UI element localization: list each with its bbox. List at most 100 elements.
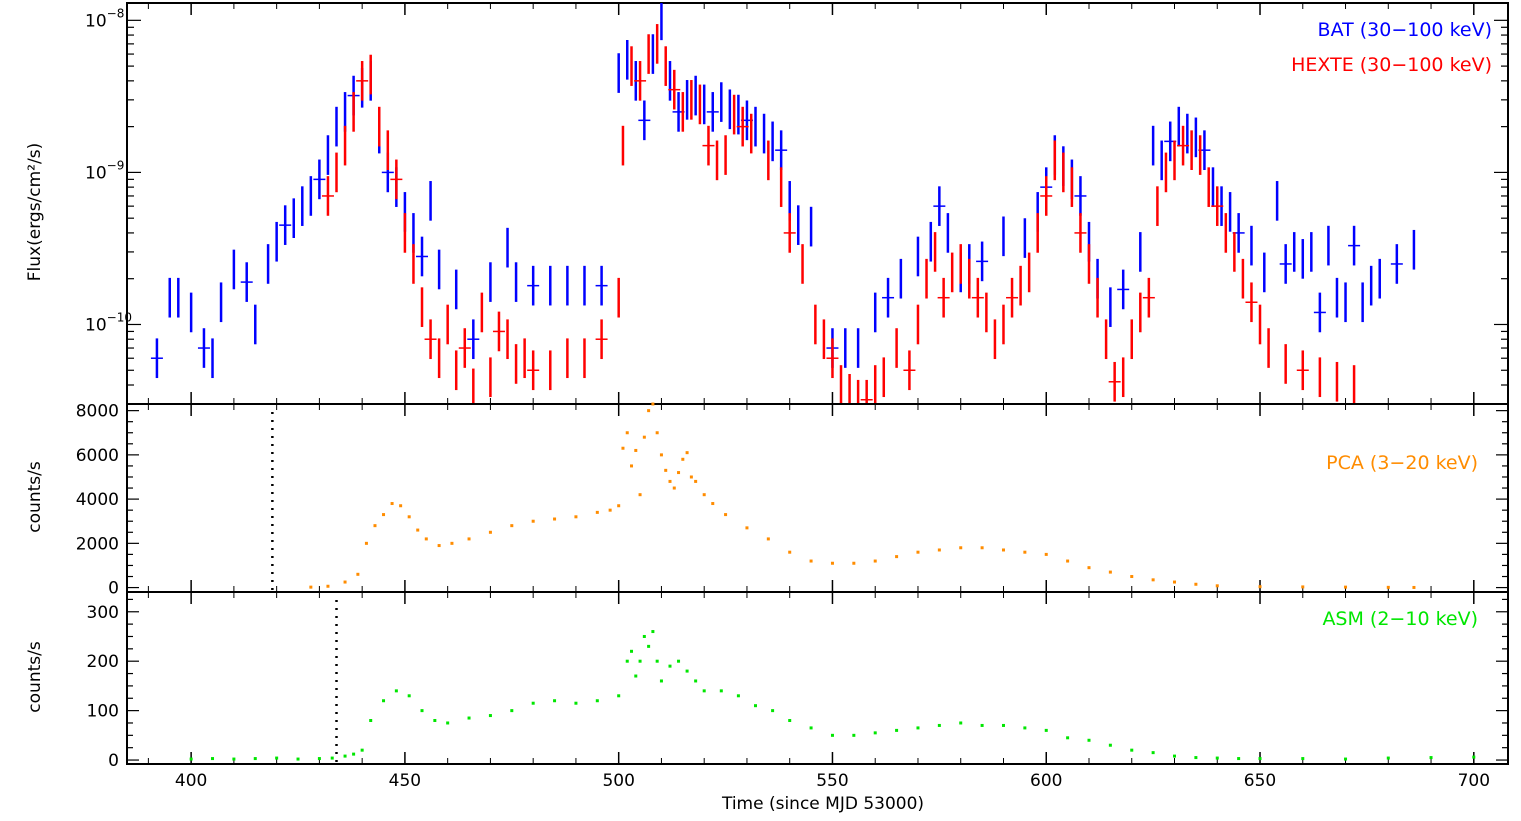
middle-ylabel: counts/s	[25, 461, 45, 533]
data-point-0	[488, 530, 492, 534]
y-tick-label: 200	[87, 652, 119, 672]
y-tick-label: 0	[108, 579, 119, 599]
data-point-0	[369, 719, 373, 723]
data-point-0	[211, 757, 215, 761]
x-tick-label: 700	[1458, 771, 1490, 791]
data-point-0	[937, 723, 941, 727]
x-tick-label: 450	[389, 771, 421, 791]
data-point-0	[895, 555, 899, 559]
data-point-0	[980, 546, 984, 550]
data-point-0	[1066, 736, 1070, 740]
data-point-0	[659, 679, 663, 683]
data-point-0	[873, 559, 877, 563]
data-point-0	[364, 541, 368, 545]
data-point-0	[724, 513, 728, 517]
data-point-0	[574, 515, 578, 519]
data-point-0	[275, 756, 279, 760]
data-point-0	[659, 453, 663, 457]
data-point-0	[373, 524, 377, 528]
data-point-0	[617, 694, 621, 698]
data-point-0	[634, 674, 638, 678]
data-point-0	[1173, 580, 1177, 584]
data-point-0	[1108, 570, 1112, 574]
data-point-0	[608, 508, 612, 512]
data-point-0	[296, 757, 300, 761]
data-point-0	[1301, 757, 1305, 761]
data-point-0	[685, 451, 689, 455]
data-point-0	[677, 471, 681, 475]
data-point-0	[809, 559, 813, 563]
data-point-0	[1258, 757, 1262, 761]
bottom-ylabel: counts/s	[25, 641, 45, 713]
data-point-0	[694, 679, 698, 683]
y-tick-label: 100	[87, 702, 119, 722]
data-point-0	[1215, 756, 1219, 760]
y-tick-label: 10−10	[85, 310, 132, 335]
data-point-0	[1301, 585, 1305, 589]
x-tick-label: 500	[602, 771, 634, 791]
data-point-0	[407, 694, 411, 698]
data-point-0	[356, 572, 360, 576]
data-point-0	[382, 513, 386, 517]
x-tick-label: 400	[175, 771, 207, 791]
data-point-0	[1023, 550, 1027, 554]
data-point-0	[1237, 757, 1241, 761]
data-point-0	[736, 694, 740, 698]
data-point-0	[754, 704, 758, 708]
data-point-0	[852, 561, 856, 565]
data-point-0	[634, 448, 638, 452]
data-point-0	[390, 502, 394, 506]
data-point-0	[719, 689, 723, 693]
data-point-0	[309, 585, 313, 589]
data-point-0	[595, 510, 599, 514]
y-tick-label: 300	[87, 603, 119, 623]
data-point-0	[766, 537, 770, 541]
xlabel: Time (since MJD 53000)	[721, 794, 924, 814]
data-point-0	[467, 537, 471, 541]
data-point-0	[830, 561, 834, 565]
data-point-0	[702, 689, 706, 693]
data-point-0	[553, 517, 557, 521]
data-point-0	[1130, 575, 1134, 579]
data-point-0	[630, 649, 634, 653]
data-point-0	[959, 546, 963, 550]
data-point-0	[916, 550, 920, 554]
data-point-0	[655, 659, 659, 663]
data-point-0	[647, 409, 651, 413]
data-point-0	[617, 504, 621, 508]
data-point-0	[1258, 585, 1262, 589]
data-point-0	[621, 446, 625, 450]
data-point-0	[330, 756, 334, 760]
data-point-0	[1001, 548, 1005, 552]
panel-frame-2	[126, 591, 1509, 765]
data-point-0	[1044, 728, 1048, 732]
data-point-0	[1001, 723, 1005, 727]
data-point-0	[677, 659, 681, 663]
data-point-0	[664, 468, 668, 472]
data-point-0	[830, 733, 834, 737]
data-point-0	[642, 435, 646, 439]
data-point-0	[630, 464, 634, 468]
data-point-0	[407, 515, 411, 519]
data-point-0	[788, 550, 792, 554]
y-tick-label: 6000	[76, 446, 119, 466]
data-point-0	[959, 721, 963, 725]
data-point-0	[232, 757, 236, 761]
y-tick-label: 0	[108, 751, 119, 771]
data-point-0	[510, 524, 514, 528]
data-point-0	[416, 528, 420, 532]
data-point-0	[711, 502, 715, 506]
data-point-0	[446, 721, 450, 725]
data-point-0	[745, 526, 749, 530]
y-tick-label: 4000	[76, 490, 119, 510]
data-point-0	[668, 664, 672, 668]
data-point-0	[352, 752, 356, 756]
legend-asm: ASM (2−10 keV)	[1322, 608, 1478, 630]
data-point-0	[1429, 756, 1433, 760]
data-point-0	[625, 659, 629, 663]
data-point-0	[702, 493, 706, 497]
data-point-0	[672, 486, 676, 490]
data-point-0	[595, 699, 599, 703]
data-point-0	[433, 719, 437, 723]
data-point-0	[1472, 755, 1476, 759]
